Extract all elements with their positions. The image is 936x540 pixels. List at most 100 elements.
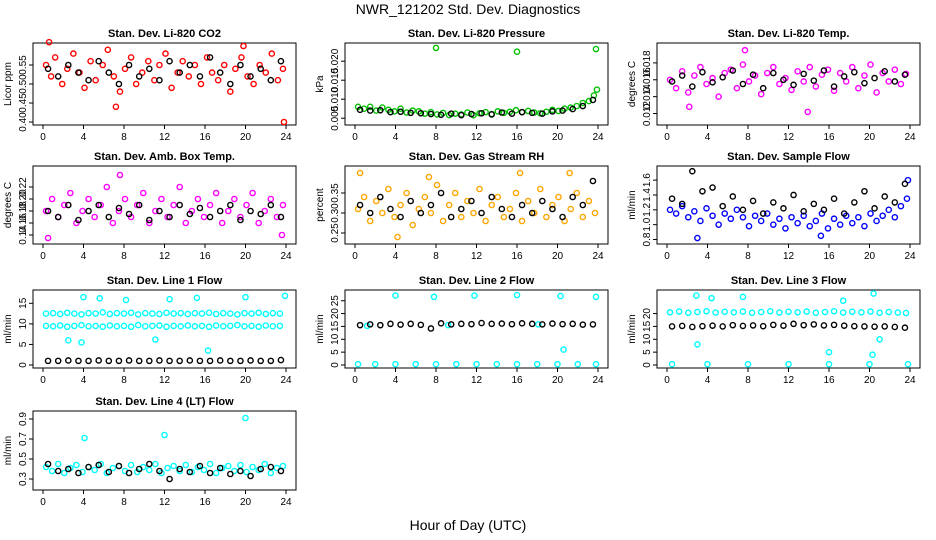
data-point [141, 309, 149, 317]
panel-1: Stan. Dev. Li-820 CO2 0 4 8 12 16 20 24 0.400.45… [3, 28, 297, 143]
data-point [242, 414, 249, 422]
x-tick-label: 12 [159, 497, 171, 508]
data-point [44, 234, 52, 242]
data-point [120, 310, 128, 317]
data-point [820, 206, 828, 214]
data-point [703, 205, 710, 212]
data-point [840, 210, 848, 217]
data-point [739, 293, 747, 301]
data-point [71, 322, 78, 330]
data-point [397, 105, 404, 112]
data-point [237, 213, 244, 221]
data-point [203, 54, 211, 61]
data-point [176, 465, 183, 473]
data-point [901, 324, 909, 332]
x-tick-label: 8 [433, 375, 439, 386]
data-point [770, 69, 777, 77]
data-point [697, 217, 704, 225]
data-point [356, 169, 364, 177]
data-point [589, 96, 597, 104]
data-point [694, 341, 701, 348]
data-point [261, 207, 269, 215]
data-point [377, 106, 384, 114]
data-point [871, 205, 878, 212]
data-point [232, 65, 239, 73]
data-point [476, 185, 483, 193]
panel-title: Stan. Dev. Sample Flow [727, 151, 850, 163]
data-point [871, 323, 878, 330]
data-point [237, 467, 244, 475]
data-point [216, 464, 224, 472]
y-tick-label: 0.30 [330, 203, 341, 223]
data-point [156, 322, 163, 329]
x-tick-label: 12 [783, 132, 795, 143]
x-tick-label: 16 [823, 251, 835, 262]
panel-title: Stan. Dev. Line 1 Flow [107, 275, 223, 287]
data-point [800, 208, 807, 215]
y-tick-label: 5 [642, 349, 653, 355]
data-point [176, 69, 183, 76]
data-point [512, 189, 520, 197]
data-point [243, 468, 250, 476]
data-point [256, 61, 263, 69]
data-point [719, 73, 726, 81]
data-point [439, 217, 447, 225]
data-point [273, 464, 281, 472]
data-point [257, 65, 264, 73]
x-tick-label: 4 [393, 251, 399, 262]
data-point [709, 322, 716, 329]
data-point [212, 469, 220, 477]
data-point [684, 309, 692, 317]
x-tick-label: 4 [705, 132, 711, 143]
data-point [262, 322, 270, 329]
data-point [881, 193, 888, 200]
data-point [689, 323, 696, 331]
data-point [589, 321, 597, 328]
data-point [163, 309, 170, 317]
data-point [800, 78, 807, 85]
y-tick-label: 0.55 [18, 55, 29, 75]
data-point [866, 360, 873, 368]
data-point [715, 93, 722, 100]
data-point [867, 308, 874, 315]
data-point [200, 213, 208, 221]
y-tick-label: 0.010 [330, 86, 341, 111]
data-point [458, 205, 465, 213]
data-point [549, 205, 556, 213]
data-point [555, 193, 562, 201]
data-point [444, 321, 452, 329]
data-point [255, 309, 262, 317]
data-point [672, 210, 680, 217]
data-point [691, 72, 698, 79]
data-point [559, 107, 566, 114]
data-point [366, 103, 374, 111]
data-point [691, 208, 698, 215]
data-point [267, 463, 275, 471]
data-point [704, 360, 711, 368]
data-point [257, 210, 264, 218]
panel-4: Stan. Dev. Amb. Box Temp. 0 4 8 12 16 20 24 0.14… [3, 151, 297, 262]
x-tick-label: 0 [40, 132, 46, 143]
data-point [255, 323, 262, 331]
x-tick-label: 16 [823, 132, 835, 143]
data-point [855, 84, 862, 92]
data-point [790, 81, 797, 89]
data-point [780, 205, 787, 212]
data-point [549, 201, 556, 209]
data-point [412, 360, 420, 368]
y-tick-label: 10 [18, 318, 29, 330]
x-tick-label: 16 [511, 251, 523, 262]
data-point [392, 292, 399, 299]
data-point [861, 187, 868, 195]
data-point [186, 61, 194, 69]
x-tick-label: 24 [280, 251, 292, 262]
data-point [417, 109, 425, 117]
x-tick-label: 8 [121, 497, 127, 508]
data-point [250, 80, 257, 88]
y-tick-label: 5 [18, 341, 29, 347]
data-point [64, 309, 71, 317]
data-point [693, 292, 700, 299]
data-point [280, 118, 288, 126]
data-point [387, 320, 394, 328]
data-point [163, 323, 170, 331]
